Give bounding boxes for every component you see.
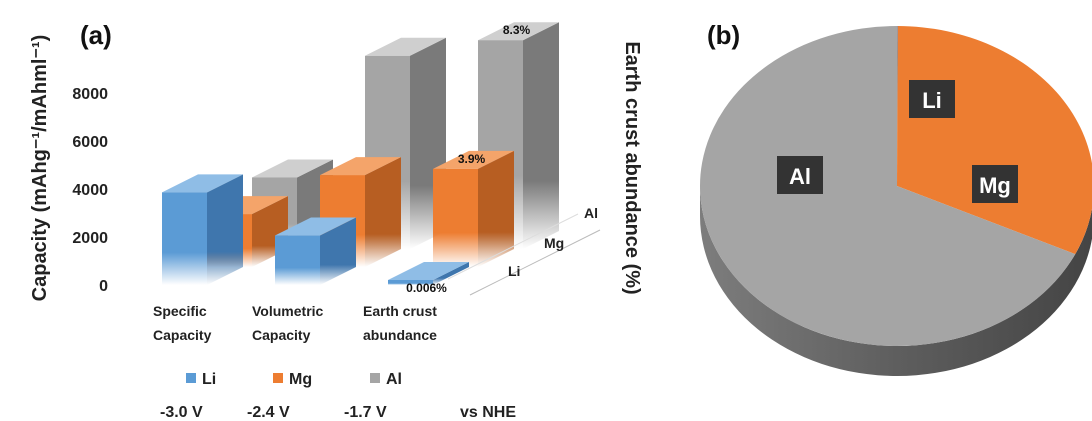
category-label: Capacity — [252, 327, 311, 343]
data-label: 0.006% — [406, 281, 447, 295]
chart-floor — [447, 213, 601, 296]
bar-top — [252, 159, 333, 178]
panel-a-label: (a) — [80, 20, 112, 50]
pie-label-mg: Mg — [972, 165, 1018, 203]
legend-label: Al — [386, 371, 402, 388]
pie-slice-al — [699, 26, 1076, 346]
legend-swatch — [273, 373, 283, 383]
bar-side — [207, 174, 243, 285]
bar-side — [320, 217, 356, 285]
category-label: Earth crust — [363, 303, 437, 319]
bar-top — [320, 157, 401, 176]
depth-label: Mg — [544, 235, 564, 251]
bar-front — [433, 168, 478, 267]
pie-label-text: Mg — [979, 173, 1011, 198]
pie-label-text: Li — [922, 88, 942, 113]
data-label: 3.9% — [458, 152, 486, 166]
y-tick-label: 0 — [99, 278, 108, 295]
y-tick-label: 2000 — [72, 230, 108, 247]
bar-side — [433, 262, 469, 285]
pie-label-box — [777, 156, 823, 194]
y-tick-label: 4000 — [72, 182, 108, 199]
bar-front — [275, 235, 320, 285]
pie-chart: Li Mg Al — [699, 26, 1092, 376]
legend-label: Mg — [289, 371, 312, 388]
bar-li-1 — [275, 217, 356, 285]
pie-label-box — [909, 80, 955, 118]
pie-label-li: Li — [909, 80, 955, 118]
y-tick-label: 6000 — [72, 134, 108, 151]
bar-li-0 — [162, 174, 243, 285]
pie-side — [700, 186, 1092, 376]
depth-labels: Li Mg Al — [508, 205, 598, 279]
category-label: abundance — [363, 327, 437, 343]
floor-line-mid — [447, 213, 579, 280]
y2-axis-title: Earth crust abundance (%) — [621, 41, 643, 294]
legend-swatch — [186, 373, 196, 383]
category-labels: Specific Capacity Volumetric Capacity Earth … — [153, 303, 437, 343]
voltage-label: -3.0 V — [160, 404, 203, 421]
voltage-suffix: vs NHE — [460, 404, 516, 421]
legend-label: Li — [202, 371, 216, 388]
y-ticks: 0 2000 4000 6000 8000 — [72, 86, 108, 295]
bar-top — [365, 37, 446, 56]
bars: 8.3% 3.9% 0.006% — [162, 22, 559, 295]
category-label: Volumetric — [252, 303, 324, 319]
floor-line-front — [469, 229, 601, 296]
bar-top — [433, 150, 514, 169]
voltage-label: -1.7 V — [344, 404, 387, 421]
bar-side — [478, 150, 514, 267]
bar-side — [523, 22, 559, 250]
pie-slice-li — [897, 26, 898, 186]
category-label: Specific — [153, 303, 207, 319]
y-tick-label: 8000 — [72, 86, 108, 103]
y-axis-title: Capacity (mAhg⁻¹/mAhml⁻¹) — [29, 35, 51, 302]
bar-front — [388, 280, 433, 285]
depth-label: Al — [584, 205, 598, 221]
bar-top — [275, 217, 356, 236]
voltage-label: -2.4 V — [247, 404, 290, 421]
bar-mg-2: 3.9% — [433, 150, 514, 267]
bar-front — [162, 192, 207, 285]
bar-li-2: 0.006% — [388, 262, 469, 295]
bar-top — [388, 262, 469, 280]
bar-top — [162, 174, 243, 193]
depth-label: Li — [508, 263, 520, 279]
pie-label-text: Al — [789, 164, 811, 189]
panel-b-label: (b) — [707, 20, 740, 50]
data-label: 8.3% — [503, 23, 531, 37]
bar-side — [365, 157, 401, 267]
legend: Li -3.0 V Mg -2.4 V Al -1.7 V — [160, 371, 402, 421]
pie-label-box — [972, 165, 1018, 203]
legend-swatch — [370, 373, 380, 383]
bar-top — [478, 22, 559, 41]
category-label: Capacity — [153, 327, 212, 343]
pie-label-al: Al — [777, 156, 823, 194]
